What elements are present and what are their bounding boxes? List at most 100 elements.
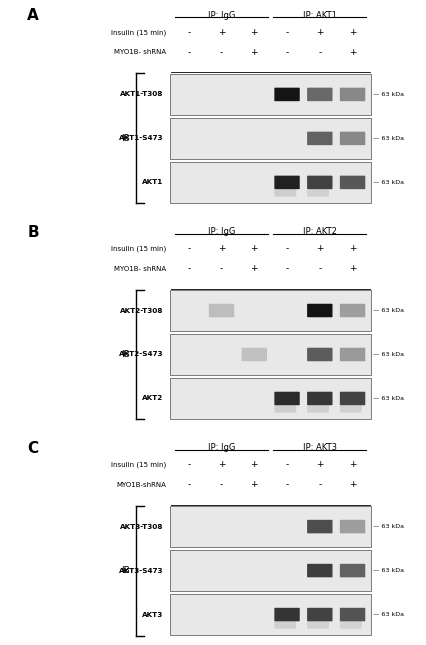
Bar xyxy=(170,118,371,159)
FancyBboxPatch shape xyxy=(307,175,333,189)
FancyBboxPatch shape xyxy=(274,621,296,629)
Text: +: + xyxy=(316,460,324,469)
Text: -: - xyxy=(187,28,190,37)
Text: AKT1: AKT1 xyxy=(142,179,163,185)
Text: AKT3-S473: AKT3-S473 xyxy=(119,568,163,573)
Text: — 63 kDa: — 63 kDa xyxy=(374,524,405,529)
Text: -: - xyxy=(318,480,322,489)
FancyBboxPatch shape xyxy=(340,405,362,413)
Text: +: + xyxy=(250,244,258,253)
Text: — 63 kDa: — 63 kDa xyxy=(374,308,405,313)
Text: Insulin (15 min): Insulin (15 min) xyxy=(111,245,166,252)
Text: MYO1B- shRNA: MYO1B- shRNA xyxy=(114,50,166,55)
FancyBboxPatch shape xyxy=(307,189,329,197)
Text: IB: IB xyxy=(121,350,130,359)
FancyBboxPatch shape xyxy=(242,348,267,361)
Bar xyxy=(170,506,371,547)
FancyBboxPatch shape xyxy=(307,564,333,577)
Text: MYO1B- shRNA: MYO1B- shRNA xyxy=(114,266,166,272)
FancyBboxPatch shape xyxy=(307,621,329,629)
FancyBboxPatch shape xyxy=(340,175,365,189)
Text: — 63 kDa: — 63 kDa xyxy=(374,396,405,401)
Bar xyxy=(170,378,371,419)
Text: IB: IB xyxy=(121,134,130,143)
Text: +: + xyxy=(316,244,324,253)
FancyBboxPatch shape xyxy=(340,88,365,101)
Bar xyxy=(170,594,371,635)
Text: IP: AKT1: IP: AKT1 xyxy=(303,11,337,20)
FancyBboxPatch shape xyxy=(307,520,333,533)
Text: AKT2: AKT2 xyxy=(142,395,163,401)
Text: +: + xyxy=(349,480,356,489)
Text: +: + xyxy=(349,28,356,37)
FancyBboxPatch shape xyxy=(340,520,365,533)
Text: -: - xyxy=(285,480,289,489)
Text: -: - xyxy=(285,28,289,37)
Text: — 63 kDa: — 63 kDa xyxy=(374,92,405,97)
Text: -: - xyxy=(187,244,190,253)
Bar xyxy=(170,74,371,115)
FancyBboxPatch shape xyxy=(274,608,300,621)
FancyBboxPatch shape xyxy=(274,189,296,197)
Text: C: C xyxy=(27,441,38,455)
FancyBboxPatch shape xyxy=(340,392,365,405)
Text: +: + xyxy=(218,244,225,253)
FancyBboxPatch shape xyxy=(307,405,329,413)
Text: +: + xyxy=(250,264,258,273)
FancyBboxPatch shape xyxy=(274,175,300,189)
Text: -: - xyxy=(187,264,190,273)
Text: +: + xyxy=(218,28,225,37)
FancyBboxPatch shape xyxy=(307,88,333,101)
FancyBboxPatch shape xyxy=(340,564,365,577)
Text: MYO1B-shRNA: MYO1B-shRNA xyxy=(116,482,166,488)
Text: AKT3-T308: AKT3-T308 xyxy=(120,524,163,530)
Text: +: + xyxy=(349,244,356,253)
Text: -: - xyxy=(318,264,322,273)
Text: -: - xyxy=(187,48,190,57)
Text: -: - xyxy=(187,460,190,469)
Text: AKT1-S473: AKT1-S473 xyxy=(119,135,163,141)
Text: IP: IgG: IP: IgG xyxy=(208,443,235,452)
FancyBboxPatch shape xyxy=(307,348,333,361)
Text: +: + xyxy=(349,460,356,469)
FancyBboxPatch shape xyxy=(274,405,296,413)
Bar xyxy=(170,550,371,591)
Text: -: - xyxy=(220,480,223,489)
Text: — 63 kDa: — 63 kDa xyxy=(374,136,405,141)
FancyBboxPatch shape xyxy=(307,304,333,317)
Text: -: - xyxy=(285,48,289,57)
Text: +: + xyxy=(218,460,225,469)
Text: IP: AKT3: IP: AKT3 xyxy=(303,443,337,452)
Bar xyxy=(170,334,371,375)
Text: AKT3: AKT3 xyxy=(142,611,163,617)
Text: +: + xyxy=(250,480,258,489)
Text: AKT1-T308: AKT1-T308 xyxy=(120,92,163,97)
Bar xyxy=(170,162,371,203)
Bar xyxy=(170,290,371,331)
Text: -: - xyxy=(220,48,223,57)
Text: IB: IB xyxy=(121,566,130,575)
FancyBboxPatch shape xyxy=(340,304,365,317)
Text: IP: IgG: IP: IgG xyxy=(208,227,235,236)
Text: — 63 kDa: — 63 kDa xyxy=(374,180,405,185)
Text: -: - xyxy=(318,48,322,57)
FancyBboxPatch shape xyxy=(340,621,362,629)
FancyBboxPatch shape xyxy=(340,132,365,145)
Text: -: - xyxy=(187,480,190,489)
Text: AKT2-T308: AKT2-T308 xyxy=(120,308,163,313)
Text: +: + xyxy=(250,48,258,57)
Text: Insulin (15 min): Insulin (15 min) xyxy=(111,29,166,35)
Text: A: A xyxy=(27,8,39,23)
Text: -: - xyxy=(285,460,289,469)
Text: — 63 kDa: — 63 kDa xyxy=(374,612,405,617)
Text: +: + xyxy=(349,48,356,57)
FancyBboxPatch shape xyxy=(307,132,333,145)
Text: IP: IgG: IP: IgG xyxy=(208,11,235,20)
Text: +: + xyxy=(250,460,258,469)
Text: +: + xyxy=(349,264,356,273)
FancyBboxPatch shape xyxy=(307,608,333,621)
Text: +: + xyxy=(250,28,258,37)
Text: — 63 kDa: — 63 kDa xyxy=(374,352,405,357)
FancyBboxPatch shape xyxy=(274,392,300,405)
Text: -: - xyxy=(285,264,289,273)
